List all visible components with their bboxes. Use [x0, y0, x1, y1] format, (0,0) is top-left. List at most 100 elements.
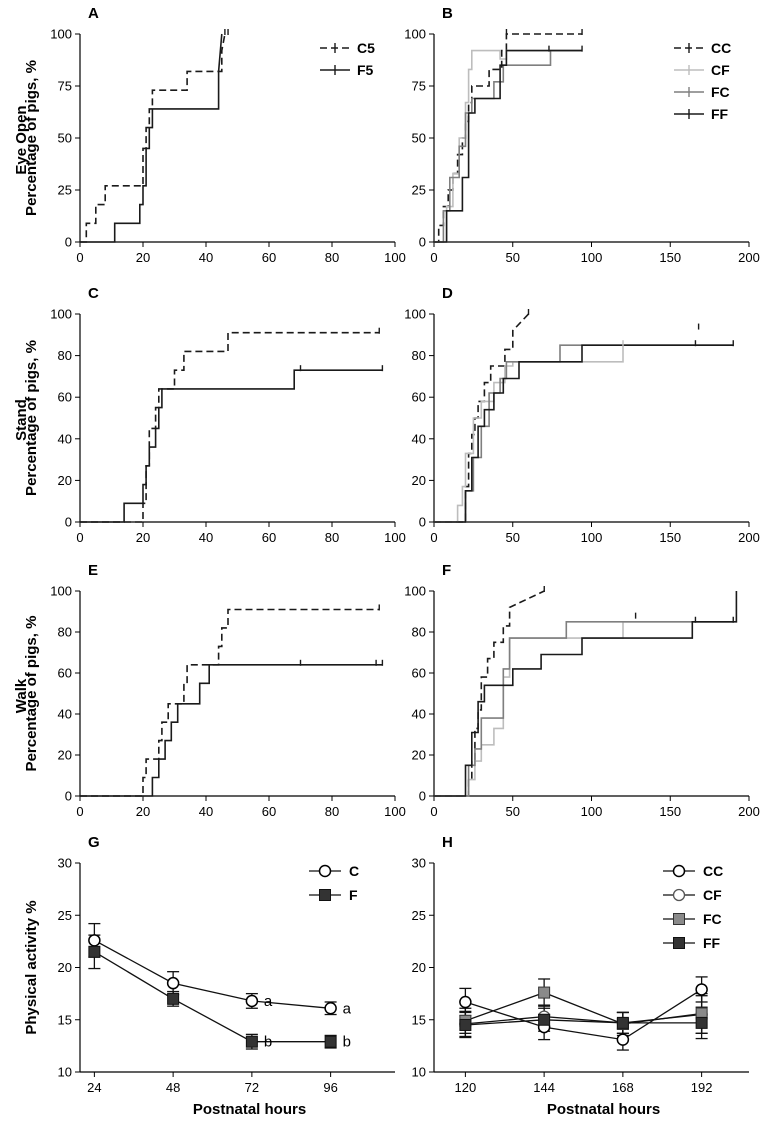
data-point-c — [88, 934, 101, 947]
legend-label-cf: CF — [711, 62, 730, 78]
legend-label-ff: FF — [711, 106, 729, 122]
y-tick-label: 20 — [412, 748, 426, 763]
y-tick-label: 80 — [58, 348, 72, 363]
y-tick-label: 15 — [412, 1012, 426, 1027]
y-axis-title: Percentage of pigs, % — [23, 616, 40, 772]
y-tick-label: 20 — [412, 960, 426, 975]
legend-marker-fc — [673, 913, 685, 925]
y-tick-label: 100 — [404, 27, 426, 42]
x-tick-label: 100 — [581, 250, 603, 265]
series-line-ff — [434, 344, 734, 523]
x-tick-label: 80 — [325, 530, 339, 545]
y-tick-label: 80 — [412, 625, 426, 640]
x-tick-label: 50 — [506, 530, 520, 545]
legend-marker-cc — [672, 864, 686, 878]
legend-label-cc: CC — [711, 40, 731, 56]
data-point-cc — [616, 1033, 630, 1046]
legend-marker-f — [319, 889, 331, 901]
series-line-f5 — [80, 369, 383, 523]
significance-letter: a — [343, 1000, 352, 1017]
x-tick-label: 168 — [612, 1080, 634, 1095]
y-tick-label: 100 — [50, 27, 72, 42]
y-tick-label: 30 — [58, 856, 72, 871]
significance-letter: a — [264, 993, 273, 1010]
data-point-ff — [459, 1018, 472, 1031]
y-tick-label: 40 — [58, 431, 72, 446]
legend-label-fc: FC — [703, 911, 722, 927]
legend-label-f5: F5 — [357, 62, 374, 78]
panel-c: 0 20 40 60 80 100 0 20 40 60 80 100 C Percentage of p… — [23, 285, 406, 545]
series-line-ff — [465, 1019, 702, 1026]
y-tick-label: 20 — [58, 748, 72, 763]
y-axis-title: Percentage of pigs, % — [23, 60, 40, 216]
y-axis-title: Percentage of pigs, % — [23, 340, 40, 496]
x-tick-label: 0 — [430, 530, 437, 545]
data-point-f — [324, 1035, 337, 1048]
y-tick-label: 100 — [50, 307, 72, 322]
row-label-eye-open: Eye Open — [13, 105, 30, 174]
x-tick-label: 0 — [430, 250, 437, 265]
legend-marker-c — [318, 864, 332, 878]
x-tick-label: 40 — [199, 530, 213, 545]
x-tick-label: 0 — [76, 250, 83, 265]
data-point-ff — [695, 1016, 708, 1029]
series-line-c — [94, 939, 331, 1009]
data-point-cc — [459, 995, 472, 1009]
x-tick-label: 60 — [262, 804, 276, 819]
data-point-f — [88, 945, 101, 958]
y-tick-label: 10 — [412, 1065, 426, 1080]
panel-g: 10 15 20 25 30 G Physical activity % 24 48 72 96 Po… — [23, 834, 395, 1118]
x-tick-label: 100 — [581, 804, 603, 819]
y-tick-label: 50 — [412, 131, 426, 146]
series-line-f5 — [80, 33, 223, 243]
panel-label: C — [88, 285, 99, 302]
x-tick-label: 40 — [199, 250, 213, 265]
x-tick-label: 150 — [659, 530, 681, 545]
y-tick-label: 100 — [404, 307, 426, 322]
y-tick-label: 50 — [58, 131, 72, 146]
legend-label-cc: CC — [703, 863, 723, 879]
x-tick-label: 72 — [245, 1080, 259, 1095]
y-tick-label: 25 — [412, 183, 426, 198]
x-tick-label: 150 — [659, 804, 681, 819]
series-line-f — [94, 951, 331, 1043]
legend-label-c: C — [349, 863, 359, 879]
series-line-fc — [434, 49, 582, 243]
legend-marker-ff — [673, 937, 685, 949]
legend-marker-cf — [672, 888, 686, 902]
x-tick-label: 50 — [506, 804, 520, 819]
series-line-ff — [434, 49, 582, 243]
y-tick-label: 80 — [58, 625, 72, 640]
significance-letter: b — [264, 1034, 272, 1051]
x-tick-label: 80 — [325, 804, 339, 819]
panel-label: E — [88, 562, 98, 579]
panel-label: G — [88, 834, 100, 851]
x-tick-label: 100 — [384, 250, 406, 265]
panel-label: D — [442, 285, 453, 302]
series-line-cc — [434, 313, 530, 523]
panel-f: 0 20 40 60 80 100 0 50 100 150 200 F — [404, 562, 760, 819]
y-tick-label: 20 — [412, 473, 426, 488]
x-tick-label: 0 — [430, 804, 437, 819]
x-tick-label: 192 — [691, 1080, 713, 1095]
y-tick-label: 10 — [58, 1065, 72, 1080]
series-line-cc — [434, 590, 545, 797]
panel-label: H — [442, 834, 453, 851]
panel-e: 0 20 40 60 80 100 0 20 40 60 80 100 E Percentage of p… — [23, 562, 406, 819]
x-tick-label: 24 — [87, 1080, 101, 1095]
x-tick-label: 100 — [384, 804, 406, 819]
legend-label-cf: CF — [703, 887, 722, 903]
series-line-f5 — [80, 664, 383, 797]
x-tick-label: 200 — [738, 250, 760, 265]
data-point-cc — [695, 983, 708, 996]
series-line-fc — [465, 991, 702, 1025]
y-tick-label: 0 — [419, 515, 426, 530]
x-tick-label: 20 — [136, 250, 150, 265]
x-tick-label: 60 — [262, 530, 276, 545]
x-axis-title: Postnatal hours — [193, 1101, 306, 1118]
y-tick-label: 60 — [58, 390, 72, 405]
x-tick-label: 144 — [533, 1080, 555, 1095]
y-tick-label: 0 — [419, 789, 426, 804]
x-tick-label: 60 — [262, 250, 276, 265]
